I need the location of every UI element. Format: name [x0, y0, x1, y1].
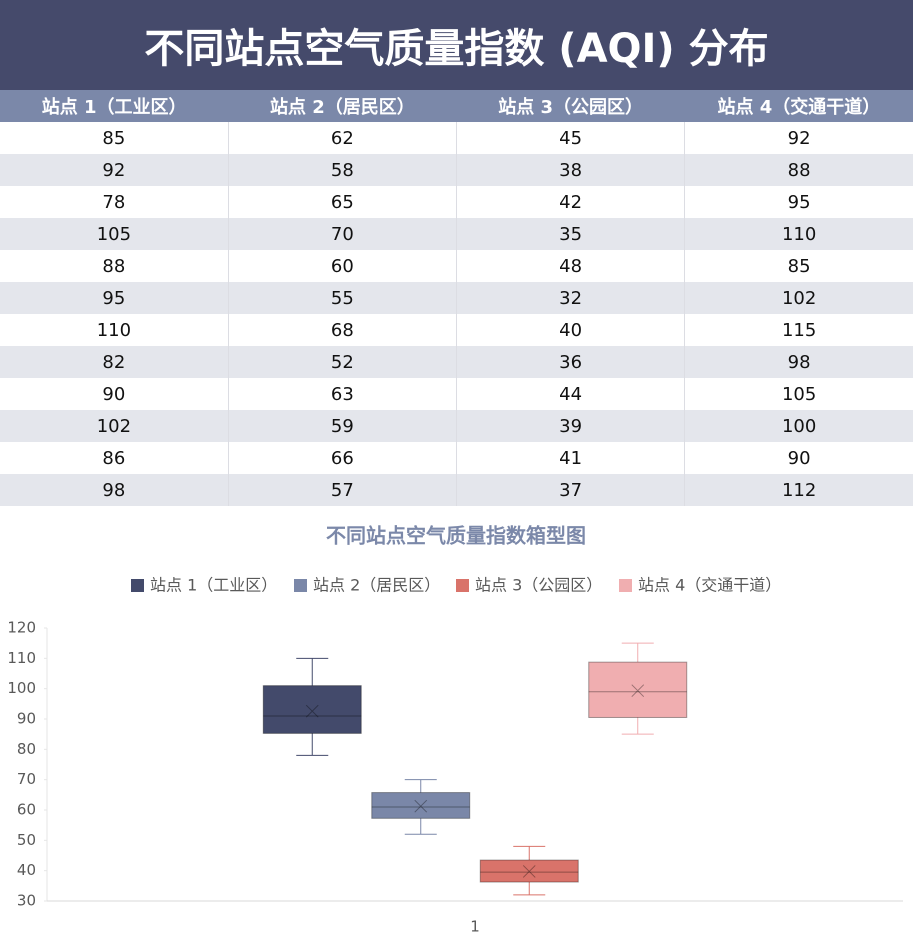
- mean-marker: [631, 684, 645, 698]
- legend-label: 站点 2（居民区）: [313, 576, 440, 595]
- table-cell: 85: [0, 122, 229, 154]
- table-cell: 65: [228, 186, 458, 218]
- column-header: 站点 3（公园区）: [456, 90, 685, 122]
- table-cell: 78: [0, 186, 229, 218]
- table-cell: 42: [456, 186, 686, 218]
- table-cell: 48: [456, 250, 686, 282]
- box: [588, 661, 688, 718]
- table-row: 90 63 44 105: [0, 378, 913, 410]
- table-row: 82 52 36 98: [0, 346, 913, 378]
- table-cell: 35: [456, 218, 686, 250]
- column-header: 站点 4（交通干道）: [684, 90, 913, 122]
- legend-swatch: [131, 579, 144, 592]
- table-cell: 40: [456, 314, 686, 346]
- table-cell: 112: [684, 474, 913, 506]
- table-cell: 58: [228, 154, 458, 186]
- box-chart: 不同站点空气质量指数箱型图 30 40 50 60 70 80 90 100 110 120 1 站点…: [7, 524, 903, 936]
- y-tick-label: 50: [17, 831, 36, 849]
- table-cell: 98: [0, 474, 229, 506]
- y-tick-label: 110: [7, 649, 36, 667]
- chart-title: 不同站点空气质量指数箱型图: [326, 524, 586, 548]
- legend-label: 站点 3（公园区）: [475, 576, 602, 595]
- table-cell: 102: [0, 410, 229, 442]
- table-cell: 105: [0, 218, 229, 250]
- y-tick-label: 120: [7, 619, 36, 637]
- table-cell: 70: [228, 218, 458, 250]
- table-cell: 92: [0, 154, 229, 186]
- table-cell: 100: [684, 410, 913, 442]
- y-tick-label: 70: [17, 770, 36, 788]
- table-cell: 88: [0, 250, 229, 282]
- box: [479, 859, 579, 883]
- table-cell: 62: [228, 122, 458, 154]
- table-row: 102 59 39 100: [0, 410, 913, 442]
- y-tick-label: 30: [17, 892, 36, 910]
- column-header: 站点 2（居民区）: [228, 90, 457, 122]
- table-cell: 60: [228, 250, 458, 282]
- table-row: 78 65 42 95: [0, 186, 913, 218]
- y-tick-label: 90: [17, 710, 36, 728]
- table-cell: 95: [787, 191, 811, 213]
- table-cell: 39: [456, 410, 686, 442]
- y-tick-label: 100: [7, 679, 36, 697]
- table-row: 110 68 40 115: [0, 314, 913, 346]
- table-body: 85 62 45 92 92 58 38 88 78 65 42 95 105 70 35 110 88 60 48…: [0, 122, 913, 506]
- table-cell: 37: [456, 474, 686, 506]
- table-cell: 90: [0, 378, 229, 410]
- table-cell: 63: [228, 378, 458, 410]
- table-cell: 32: [456, 282, 686, 314]
- table-cell: 38: [456, 154, 686, 186]
- mean-marker: [522, 865, 536, 878]
- table-cell: 102: [684, 282, 913, 314]
- table-cell: 98: [684, 346, 913, 378]
- table-cell: 115: [781, 319, 817, 341]
- table-row: 92 58 38 88: [0, 154, 913, 186]
- table-row: 98 57 37 112: [0, 474, 913, 506]
- table-row: 86 66 41 90: [0, 442, 913, 474]
- table-cell: 110: [684, 218, 913, 250]
- table-row: 88 60 48 85: [0, 250, 913, 282]
- page-title: 不同站点空气质量指数 (AQI) 分布: [0, 0, 913, 90]
- table-cell: 82: [0, 346, 229, 378]
- legend-swatch: [294, 579, 307, 592]
- table-cell: 45: [456, 122, 686, 154]
- mean-marker: [305, 704, 319, 718]
- table-cell: 90: [787, 447, 811, 469]
- table-cell: 92: [787, 127, 811, 149]
- table-cell: 55: [228, 282, 458, 314]
- legend-swatch: [456, 579, 469, 592]
- table-cell: 52: [228, 346, 458, 378]
- table-row: 85 62 45 92: [0, 122, 913, 154]
- y-tick-label: 40: [17, 861, 36, 879]
- table-row: 95 55 32 102: [0, 282, 913, 314]
- table-cell: 36: [456, 346, 686, 378]
- table-cell: 68: [228, 314, 458, 346]
- table-cell: 88: [684, 154, 913, 186]
- box: [371, 792, 471, 819]
- legend-label: 站点 4（交通干道）: [638, 576, 781, 595]
- x-tick-label: 1: [470, 918, 480, 936]
- column-header: 站点 1（工业区）: [0, 90, 229, 122]
- table-cell: 57: [228, 474, 458, 506]
- legend-swatch: [619, 579, 632, 592]
- data-table: 站点 1（工业区） 站点 2（居民区） 站点 3（公园区） 站点 4（交通干道） 85…: [0, 90, 913, 506]
- y-tick-label: 80: [17, 740, 36, 758]
- box: [262, 685, 362, 734]
- table-cell: 85: [787, 255, 811, 277]
- y-tick-label: 60: [17, 801, 36, 819]
- table-row: 105 70 35 110: [0, 218, 913, 250]
- table-cell: 66: [228, 442, 458, 474]
- table-cell: 44: [456, 378, 686, 410]
- table-cell: 41: [456, 442, 686, 474]
- legend-label: 站点 1（工业区）: [150, 576, 277, 595]
- table-cell: 86: [0, 442, 229, 474]
- table-cell: 95: [0, 282, 229, 314]
- table-cell: 105: [781, 383, 817, 405]
- table-cell: 59: [228, 410, 458, 442]
- table-cell: 110: [0, 314, 229, 346]
- mean-marker: [414, 799, 428, 813]
- table-header: 站点 1（工业区） 站点 2（居民区） 站点 3（公园区） 站点 4（交通干道）: [0, 90, 913, 122]
